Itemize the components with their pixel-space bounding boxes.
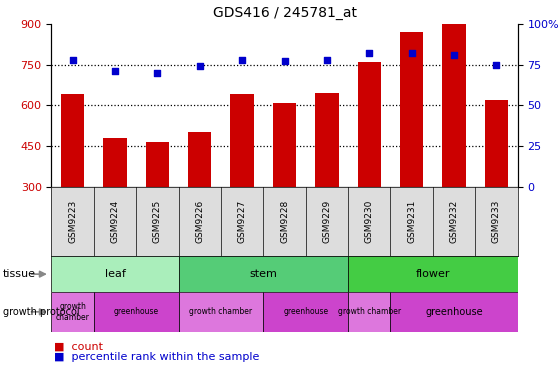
Text: GSM9229: GSM9229	[323, 200, 331, 243]
Text: GSM9226: GSM9226	[195, 200, 204, 243]
Text: greenhouse: greenhouse	[425, 307, 483, 317]
Text: GSM9223: GSM9223	[68, 200, 77, 243]
Text: GSM9233: GSM9233	[492, 200, 501, 243]
Text: flower: flower	[416, 269, 450, 279]
Text: growth chamber: growth chamber	[190, 307, 253, 316]
Point	[365, 50, 374, 56]
Bar	[273, 102, 296, 187]
Bar	[442, 18, 466, 187]
Point	[195, 63, 204, 69]
Bar	[188, 132, 211, 187]
Bar	[61, 94, 84, 187]
Bar	[103, 138, 127, 187]
Bar	[178, 292, 263, 332]
Point	[492, 61, 501, 67]
Bar	[178, 256, 348, 292]
Point	[449, 52, 458, 58]
Point	[280, 58, 289, 64]
Text: leaf: leaf	[105, 269, 125, 279]
Text: stem: stem	[249, 269, 277, 279]
Text: GSM9231: GSM9231	[407, 200, 416, 243]
Bar	[263, 292, 348, 332]
Text: tissue: tissue	[3, 269, 36, 279]
Point	[153, 70, 162, 75]
Text: GSM9228: GSM9228	[280, 200, 289, 243]
Text: ■  percentile rank within the sample: ■ percentile rank within the sample	[54, 352, 259, 362]
Text: GSM9225: GSM9225	[153, 200, 162, 243]
Bar	[230, 94, 254, 187]
Text: GSM9230: GSM9230	[365, 200, 374, 243]
Text: growth chamber: growth chamber	[338, 307, 401, 316]
Text: greenhouse: greenhouse	[113, 307, 159, 316]
Text: growth
chamber: growth chamber	[56, 302, 89, 322]
Bar	[391, 292, 518, 332]
Title: GDS416 / 245781_at: GDS416 / 245781_at	[212, 6, 357, 20]
Point	[111, 68, 120, 74]
Point	[238, 57, 247, 63]
Text: growth protocol: growth protocol	[3, 307, 79, 317]
Text: GSM9224: GSM9224	[111, 200, 120, 243]
Bar	[348, 256, 518, 292]
Text: GSM9232: GSM9232	[449, 200, 458, 243]
Bar	[315, 93, 339, 187]
Text: GSM9227: GSM9227	[238, 200, 247, 243]
Bar	[51, 256, 178, 292]
Bar	[400, 32, 423, 187]
Bar	[348, 292, 391, 332]
Bar	[51, 292, 94, 332]
Bar	[485, 100, 508, 187]
Bar	[146, 142, 169, 187]
Point	[407, 50, 416, 56]
Point	[323, 57, 331, 63]
Text: ■  count: ■ count	[54, 342, 103, 352]
Bar	[358, 62, 381, 187]
Bar	[94, 292, 178, 332]
Point	[68, 57, 77, 63]
Text: greenhouse: greenhouse	[283, 307, 328, 316]
